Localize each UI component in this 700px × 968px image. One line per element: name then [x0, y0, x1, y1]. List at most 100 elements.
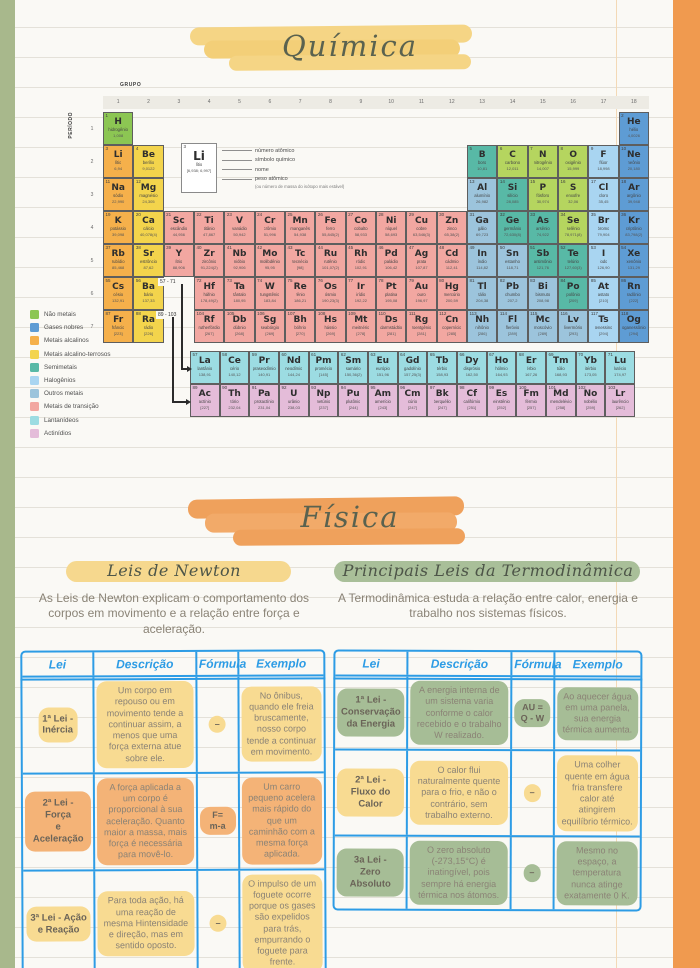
legend-item: Não metais: [30, 310, 111, 319]
column-header: Lei: [335, 651, 409, 675]
group-number: 1: [116, 99, 120, 105]
legend-swatch: [30, 402, 39, 412]
table-row: 1ª Lei - Conservação da Energia A energia…: [335, 676, 641, 752]
law-example: Um carro pequeno acelera mais rápido do …: [241, 777, 323, 865]
element-Sm: 62 Sm samário 150,36(2): [338, 351, 368, 384]
element-At: 85 At astato [210]: [588, 277, 619, 310]
element-Sc: 21 Sc escândio 44,956: [163, 211, 194, 244]
element-Kr: 36 Kr criptônio 83,798(2): [618, 211, 649, 244]
element-Zr: 40 Zr zircônio 91,224(2): [194, 244, 225, 277]
law-formula: –: [523, 864, 541, 882]
element-Cs: 55 Cs césio 132,91: [103, 277, 134, 310]
legend-label: Semimetais: [44, 363, 77, 371]
element-Tm: 69 Tm túlio 168,93: [545, 351, 576, 384]
element-Mn: 25 Mn manganês 54,938: [285, 211, 316, 244]
group-number: 16: [570, 99, 576, 105]
law-name: 3ª Lei - Ação e Reação: [26, 905, 91, 943]
thermo-subtitle-wrap: Principais Leis da Termodinâmica: [330, 560, 646, 584]
legend-label: Metais alcalinos: [44, 337, 89, 345]
period-number: 4: [90, 224, 94, 231]
table-row: 2ª Lei - Força e Aceleração A força aplic…: [22, 773, 325, 872]
element-Gd: 64 Gd gadolínio 157,25(3): [397, 351, 428, 384]
element-Hg: 80 Hg mercúrio 200,59: [436, 277, 467, 310]
law-name: 2ª Lei - Força e Aceleração: [24, 791, 92, 852]
element-Pa: 91 Pa protactínio 231,04: [249, 384, 279, 417]
group-number: 11: [418, 99, 425, 105]
element-Mg: 12 Mg magnésio 24,305: [133, 178, 164, 211]
legend-label: Lantanídeos: [44, 416, 79, 424]
physics-section-header: Física: [0, 495, 700, 555]
element-Ga: 31 Ga gálio 69,723: [467, 211, 498, 244]
element-Co: 27 Co cobalto 58,933: [345, 211, 376, 244]
element-Np: 93 Np netúnio [237]: [308, 384, 339, 417]
legend-swatch: [30, 323, 39, 333]
element-Nh: 113 Nh nihônio [286]: [467, 310, 498, 343]
element-No: 102 No nobélio [259]: [575, 384, 606, 417]
group-number: 8: [329, 99, 332, 105]
law-name-cell: 1ª Lei - Inércia: [22, 677, 96, 773]
key-label: peso atômico: [222, 175, 385, 185]
element-Li: 3 Li lítio 6,94: [103, 145, 134, 178]
period-number: 6: [90, 290, 94, 297]
element-Fr: 87 Fr frâncio [223]: [103, 310, 134, 343]
law-example: Ao aquecer água em uma panela, sua energ…: [556, 686, 639, 741]
element-Nb: 41 Nb nióbio 92,906: [224, 244, 255, 277]
element-Hs: 108 Hs hássio [269]: [315, 310, 346, 343]
element-Tc: 43 Tc tecnécio [98]: [285, 244, 316, 277]
law-example: Mesmo no espaço, a temperatura nunca ati…: [556, 840, 638, 906]
group-number: 4: [207, 99, 211, 105]
legend-swatch: [30, 375, 39, 385]
newton-intro: As Leis de Newton explicam o comportamen…: [38, 591, 310, 636]
law-example-cell: Mesmo no espaço, a temperatura nunca ati…: [554, 837, 640, 910]
legend-label: Não metais: [44, 311, 76, 318]
element-Ru: 44 Ru rutênio 101,07(2): [315, 244, 346, 277]
arrow-icon: [187, 366, 192, 372]
element-Cm: 96 Cm cúrio [247]: [397, 384, 428, 417]
chemistry-section-header: Química: [0, 24, 700, 84]
element-Fm: 100 Fm férmio [257]: [516, 384, 546, 417]
table-header-row: Lei Descrição Fórmula Exemplo: [22, 651, 324, 678]
key-mass: [6,938; 6,997]: [186, 167, 212, 173]
element-Pb: 82 Pb chumbo 207,2: [497, 277, 528, 310]
law-example-cell: O impulso de um foguete ocorre porque os…: [240, 870, 325, 968]
key-name: lítio: [195, 162, 203, 168]
element-Rg: 111 Rg roentgênio [281]: [406, 310, 437, 343]
law-example-cell: Um carro pequeno acelera mais rápido do …: [240, 773, 325, 868]
element-Lr: 103 Lr laurêncio [262]: [605, 384, 635, 417]
law-example: O impulso de um foguete ocorre porque os…: [241, 873, 323, 968]
element-Fl: 114 Fl fleróvio [289]: [497, 310, 528, 343]
period-number: 5: [90, 257, 94, 264]
element-Cl: 17 Cl cloro 35,45: [588, 178, 619, 211]
element-Bh: 107 Bh bóhrio [270]: [285, 310, 316, 343]
legend-item: Outros metais: [30, 389, 111, 399]
element-Db: 105 Db dúbnio [268]: [224, 310, 255, 343]
group-number: 7: [298, 99, 302, 105]
element-Ce: 58 Ce cério 140,12: [219, 351, 250, 384]
lanthanide-connector: [181, 368, 188, 370]
element-Ag: 47 Ag prata 107,87: [406, 244, 437, 277]
element-Zn: 30 Zn zinco 65,38(2): [436, 211, 467, 244]
leader-line: [222, 150, 252, 152]
group-number: 15: [540, 99, 546, 105]
element-Cr: 24 Cr crômio 51,996: [254, 211, 285, 244]
law-description-cell: A força aplicada a um corpo é proporcion…: [95, 773, 198, 869]
element-Xe: 54 Xe xenônio 131,29: [618, 244, 649, 277]
law-name: 3a Lei - Zero Absoluto: [336, 848, 404, 897]
lanthanide-range-label: 57 - 71: [158, 278, 178, 286]
period-numbers: 1 2 3 4 5 6 7: [87, 112, 97, 343]
element-Pm: 61 Pm promécio [145]: [308, 351, 339, 384]
legend-swatch: [30, 362, 39, 372]
law-example-cell: Ao aquecer água em uma panela, sua energ…: [555, 677, 641, 750]
element-Te: 52 Te telúrio 127,60(3): [558, 244, 589, 277]
element-Md: 101 Md mendelévio [258]: [545, 384, 576, 417]
law-name: 1ª Lei - Inércia: [38, 706, 78, 743]
element-Mc: 115 Mc moscóvio [289]: [527, 310, 558, 343]
element-Dy: 66 Dy disprósio 162,50: [456, 351, 487, 384]
element-Rf: 104 Rf rutherfórdio [267]: [194, 310, 225, 343]
element-Se: 34 Se selênio 78,971(8): [558, 211, 589, 244]
element-Lu: 71 Lu lutécio 174,97: [605, 351, 635, 384]
